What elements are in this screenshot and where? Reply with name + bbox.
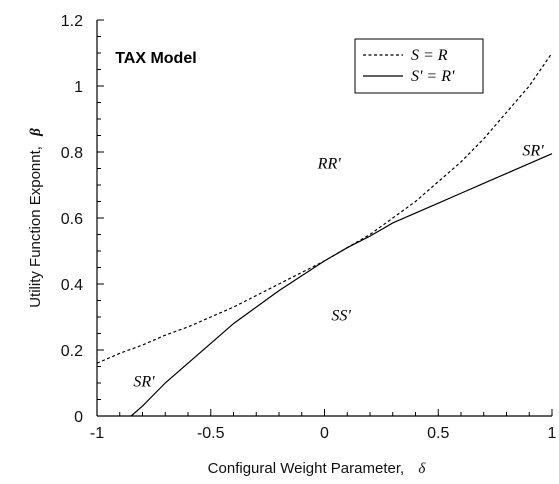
- y-tick-label: 0.4: [61, 277, 83, 294]
- legend: S = R S' = R': [354, 38, 484, 94]
- y-axis-label: Utility Function Exponnt, β: [27, 128, 44, 308]
- annotation-layer: TAX Model RR' SR' SS' SR': [115, 50, 544, 390]
- region-label: SR': [133, 373, 155, 390]
- y-tick-label: 0.2: [61, 343, 83, 360]
- x-tick-label: -0.5: [197, 425, 225, 442]
- x-tick-label: 1: [548, 425, 557, 442]
- plot-area: -1 -0.5 0 0.5 1 0 0.2 0.4 0.6 0.8 1 1.2 TAX Model R…: [61, 13, 557, 442]
- y-ticks: 0 0.2 0.4 0.6 0.8 1 1.2: [61, 13, 104, 426]
- region-label: SS': [331, 307, 351, 324]
- y-tick-label: 0: [74, 409, 83, 426]
- y-tick-label: 0.8: [61, 145, 83, 162]
- series-layer: [96, 52, 553, 417]
- x-axis-label: Configural Weight Parameter, δ: [208, 460, 427, 477]
- x-ticks: -1 -0.5 0 0.5 1: [90, 409, 557, 442]
- y-tick-label: 0.6: [61, 211, 83, 228]
- x-axis-label-text: Configural Weight Parameter,: [208, 460, 405, 477]
- legend-label-s-prime-equals-r-prime: S' = R': [411, 68, 455, 85]
- series-s-equals-r-line: [96, 52, 553, 364]
- y-tick-label: 1.2: [61, 13, 83, 30]
- y-axis-label-text: Utility Function Exponnt,: [27, 146, 44, 308]
- x-axis-label-symbol: δ: [418, 461, 426, 477]
- series-s-prime-equals-r-prime-line: [130, 153, 553, 417]
- x-tick-label: 0.5: [427, 425, 449, 442]
- region-label: SR': [522, 142, 544, 159]
- x-tick-label: 0: [320, 425, 329, 442]
- x-tick-label: -1: [90, 425, 104, 442]
- model-title: TAX Model: [115, 50, 196, 67]
- legend-box: [354, 38, 484, 94]
- y-tick-label: 1: [74, 79, 83, 96]
- y-axis-label-symbol: β: [28, 128, 44, 137]
- region-label: RR': [317, 156, 342, 173]
- legend-label-s-equals-r: S = R: [411, 47, 448, 64]
